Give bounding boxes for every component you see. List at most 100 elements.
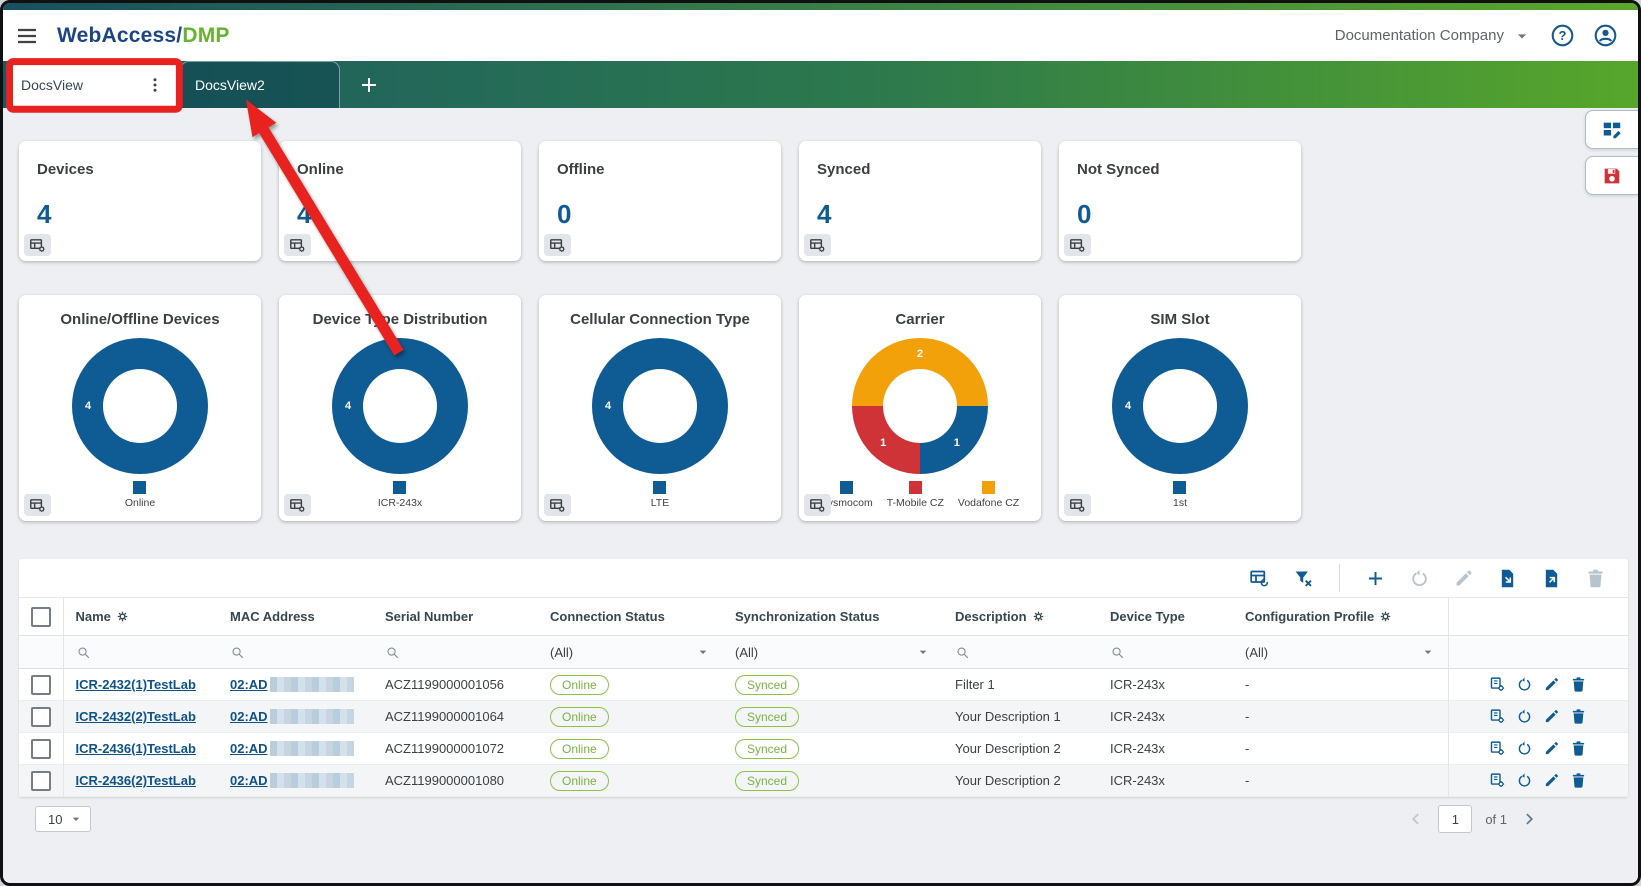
- chart-cards-row: Online/Offline Devices 4 Online Device T…: [19, 295, 1301, 521]
- device-mac-link[interactable]: 02:AD: [230, 741, 354, 756]
- device-mac-link[interactable]: 02:AD: [230, 709, 354, 724]
- widget-settings-button[interactable]: [284, 494, 311, 516]
- widget-settings-button[interactable]: [24, 234, 51, 256]
- device-config-icon[interactable]: [1489, 740, 1506, 757]
- device-mac-link[interactable]: 02:AD: [230, 773, 354, 788]
- hamburger-menu-icon[interactable]: [15, 24, 39, 48]
- rows-per-page-select[interactable]: 10: [35, 806, 92, 832]
- edit-device-icon[interactable]: [1453, 568, 1474, 589]
- restart-icon[interactable]: [1516, 708, 1533, 725]
- legend-swatch: [1173, 481, 1187, 494]
- edit-icon[interactable]: [1543, 740, 1560, 757]
- tab-docsview-label: DocsView: [21, 76, 83, 93]
- page-number-input[interactable]: 1: [1438, 805, 1473, 833]
- next-page-icon[interactable]: [1520, 810, 1538, 828]
- legend-item[interactable]: ICR-243x: [378, 481, 422, 509]
- previous-page-icon[interactable]: [1407, 810, 1425, 828]
- filter-connection-select[interactable]: (All): [538, 636, 723, 669]
- row-checkbox[interactable]: [31, 706, 51, 727]
- device-name-link[interactable]: ICR-2436(2)TestLab: [75, 773, 196, 788]
- help-icon[interactable]: ?: [1550, 23, 1575, 48]
- restart-icon[interactable]: [1516, 772, 1533, 789]
- legend-swatch: [908, 481, 922, 494]
- export-file-icon[interactable]: [1541, 568, 1562, 589]
- legend-item[interactable]: 1st: [1173, 481, 1187, 509]
- row-checkbox[interactable]: [31, 770, 51, 791]
- filter-serial-input[interactable]: [373, 636, 538, 669]
- device-name-link[interactable]: ICR-2432(2)TestLab: [75, 709, 196, 724]
- column-header-mac[interactable]: MAC Address: [230, 609, 315, 624]
- donut-chart[interactable]: 4: [72, 338, 208, 474]
- stat-title: Devices: [37, 161, 94, 178]
- row-checkbox[interactable]: [31, 738, 51, 759]
- column-gear-icon[interactable]: [116, 610, 129, 623]
- widget-settings-button[interactable]: [804, 234, 831, 256]
- add-view-tab-button[interactable]: [358, 74, 380, 96]
- device-name-link[interactable]: ICR-2436(1)TestLab: [75, 741, 196, 756]
- filter-name-input[interactable]: [63, 636, 218, 669]
- account-icon[interactable]: [1593, 23, 1618, 48]
- chart-carrier: Carrier 1 1 2 Sysmocom T-Mobile CZ Vodafon…: [799, 295, 1041, 521]
- delete-icon[interactable]: [1570, 676, 1587, 693]
- donut-chart[interactable]: 4: [332, 338, 468, 474]
- legend-item[interactable]: Online: [125, 481, 155, 509]
- column-header-device-type[interactable]: Device Type: [1110, 609, 1185, 624]
- donut-chart[interactable]: 1 1 2: [852, 338, 988, 474]
- import-file-icon[interactable]: [1497, 568, 1518, 589]
- add-device-icon[interactable]: [1365, 568, 1386, 589]
- column-gear-icon[interactable]: [1032, 610, 1045, 623]
- delete-icon[interactable]: [1570, 740, 1587, 757]
- column-header-name[interactable]: Name: [63, 598, 218, 636]
- column-header-sync[interactable]: Synchronization Status: [735, 609, 880, 624]
- edit-icon[interactable]: [1543, 708, 1560, 725]
- column-header-connection[interactable]: Connection Status: [550, 609, 665, 624]
- delete-device-icon[interactable]: [1585, 568, 1606, 589]
- edit-icon[interactable]: [1543, 772, 1560, 789]
- tab-docsview[interactable]: DocsView: [7, 61, 178, 108]
- delete-icon[interactable]: [1570, 772, 1587, 789]
- restart-icon[interactable]: [1516, 676, 1533, 693]
- donut-chart[interactable]: 4: [1112, 338, 1248, 474]
- restart-icon[interactable]: [1516, 740, 1533, 757]
- column-gear-icon[interactable]: [1379, 610, 1392, 623]
- edit-dashboard-button[interactable]: [1585, 110, 1638, 149]
- tab-docsview2[interactable]: DocsView2: [180, 61, 340, 108]
- filter-device-type-input[interactable]: [1098, 636, 1233, 669]
- column-header-config-profile[interactable]: Configuration Profile: [1233, 598, 1448, 636]
- tab-options-dots-icon[interactable]: [146, 76, 164, 94]
- legend-item[interactable]: LTE: [651, 481, 669, 509]
- widget-settings-button[interactable]: [1064, 494, 1091, 516]
- select-all-checkbox[interactable]: [31, 606, 51, 627]
- filter-mac-input[interactable]: [218, 636, 373, 669]
- filter-sync-select[interactable]: (All): [723, 636, 943, 669]
- widget-settings-button[interactable]: [544, 234, 571, 256]
- save-dashboard-button[interactable]: [1585, 156, 1638, 195]
- donut-chart[interactable]: 4: [592, 338, 728, 474]
- column-header-serial[interactable]: Serial Number: [385, 609, 474, 624]
- filter-description-input[interactable]: [943, 636, 1098, 669]
- delete-icon[interactable]: [1570, 708, 1587, 725]
- restart-device-icon[interactable]: [1409, 568, 1430, 589]
- device-name-link[interactable]: ICR-2432(1)TestLab: [75, 677, 196, 692]
- widget-settings-button[interactable]: [24, 494, 51, 516]
- widget-settings-button[interactable]: [544, 494, 571, 516]
- widget-settings-button[interactable]: [804, 494, 831, 516]
- legend-item[interactable]: Vodafone CZ: [958, 481, 1019, 509]
- legend-item[interactable]: T-Mobile CZ: [887, 481, 944, 509]
- widget-settings-button[interactable]: [1064, 234, 1091, 256]
- clear-filter-icon[interactable]: [1293, 568, 1314, 589]
- row-checkbox[interactable]: [31, 674, 51, 695]
- device-config-icon[interactable]: [1489, 708, 1506, 725]
- edit-icon[interactable]: [1543, 676, 1560, 693]
- company-selector[interactable]: Documentation Company: [1335, 26, 1532, 46]
- legend-item[interactable]: Sysmocom: [821, 481, 873, 509]
- widget-settings-button[interactable]: [284, 234, 311, 256]
- device-config-icon[interactable]: [1489, 772, 1506, 789]
- filter-config-profile-select[interactable]: (All): [1233, 636, 1448, 669]
- column-header-description[interactable]: Description: [943, 598, 1098, 636]
- device-config-icon[interactable]: [1489, 676, 1506, 693]
- table-refresh-icon[interactable]: [1249, 568, 1270, 589]
- device-mac-link[interactable]: 02:AD: [230, 677, 354, 692]
- search-icon: [1110, 645, 1125, 660]
- config-profile-cell: -: [1245, 677, 1250, 692]
